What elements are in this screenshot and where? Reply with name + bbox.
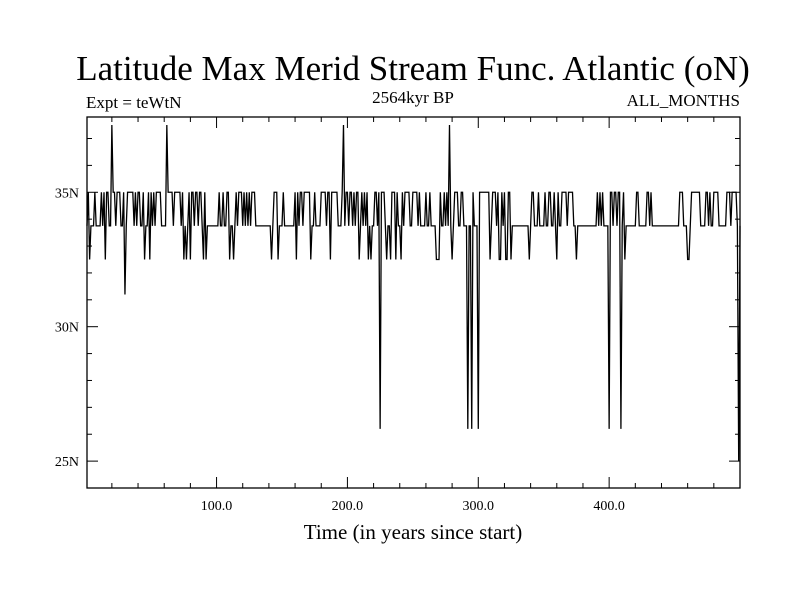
chart-title: Latitude Max Merid Stream Func. Atlantic… xyxy=(76,49,750,88)
y-tick-label: 25N xyxy=(55,455,79,470)
y-tick-label: 35N xyxy=(55,186,79,201)
plot-frame xyxy=(86,116,741,489)
time-label: 2564kyr BP xyxy=(372,88,454,107)
experiment-label: Expt = teWtN xyxy=(86,93,182,112)
y-tick-label: 30N xyxy=(55,321,79,336)
plot-border xyxy=(86,116,741,489)
axis-ticks: 100.0 200.0 300.0 400.0 25N 30N 35N xyxy=(55,117,740,514)
x-tick-label: 300.0 xyxy=(463,499,495,514)
series-line xyxy=(86,125,741,462)
months-label: ALL_MONTHS xyxy=(627,91,740,110)
x-tick-label: 100.0 xyxy=(201,499,233,514)
x-axis-label: Time (in years since start) xyxy=(304,520,523,544)
x-tick-label: 200.0 xyxy=(332,499,364,514)
x-tick-label: 400.0 xyxy=(593,499,625,514)
